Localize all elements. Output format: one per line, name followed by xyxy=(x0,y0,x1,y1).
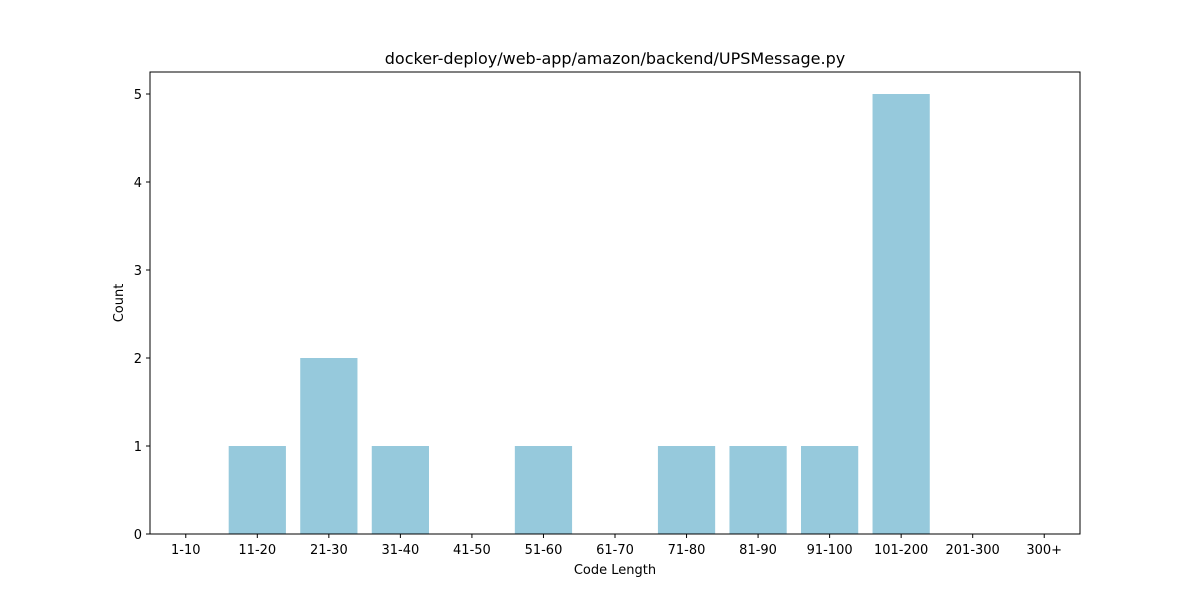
y-tick-label: 5 xyxy=(134,88,142,103)
y-tick-label: 4 xyxy=(134,176,142,191)
bar-91-100 xyxy=(801,446,859,534)
x-tick-label: 51-60 xyxy=(525,543,563,558)
x-tick-label: 91-100 xyxy=(807,543,853,558)
x-tick-label: 101-200 xyxy=(874,543,928,558)
bar-21-30 xyxy=(300,358,358,534)
x-tick-label: 41-50 xyxy=(453,543,491,558)
x-tick-label: 300+ xyxy=(1026,543,1062,558)
x-tick-label: 11-20 xyxy=(238,543,276,558)
bar-101-200 xyxy=(872,94,930,534)
x-tick-label: 61-70 xyxy=(596,543,634,558)
bar-81-90 xyxy=(729,446,787,534)
plot-frame xyxy=(149,71,1081,535)
x-tick-label: 81-90 xyxy=(739,543,777,558)
y-axis-ticks: 0 1 2 3 4 5 xyxy=(134,88,150,543)
y-tick-label: 1 xyxy=(134,440,142,455)
bar-11-20 xyxy=(228,446,286,534)
x-axis-label: Code Length xyxy=(574,563,656,578)
y-tick-label: 3 xyxy=(134,264,142,279)
y-tick-label: 0 xyxy=(134,528,142,543)
chart-title: docker-deploy/web-app/amazon/backend/UPS… xyxy=(385,49,845,68)
x-tick-label: 21-30 xyxy=(310,543,348,558)
x-axis-ticks: 1-10 11-20 21-30 31-40 41-50 51-60 61-70 71-80 8… xyxy=(171,534,1062,558)
x-tick-label: 201-300 xyxy=(946,543,1000,558)
x-tick-label: 71-80 xyxy=(668,543,706,558)
x-tick-label: 31-40 xyxy=(381,543,419,558)
bar-31-40 xyxy=(371,446,429,534)
bar-51-60 xyxy=(514,446,573,534)
x-tick-label: 1-10 xyxy=(171,543,201,558)
y-axis-label: Count xyxy=(112,284,127,323)
bars-group xyxy=(228,94,930,534)
y-tick-label: 2 xyxy=(134,352,142,367)
bar-71-80 xyxy=(657,446,716,534)
